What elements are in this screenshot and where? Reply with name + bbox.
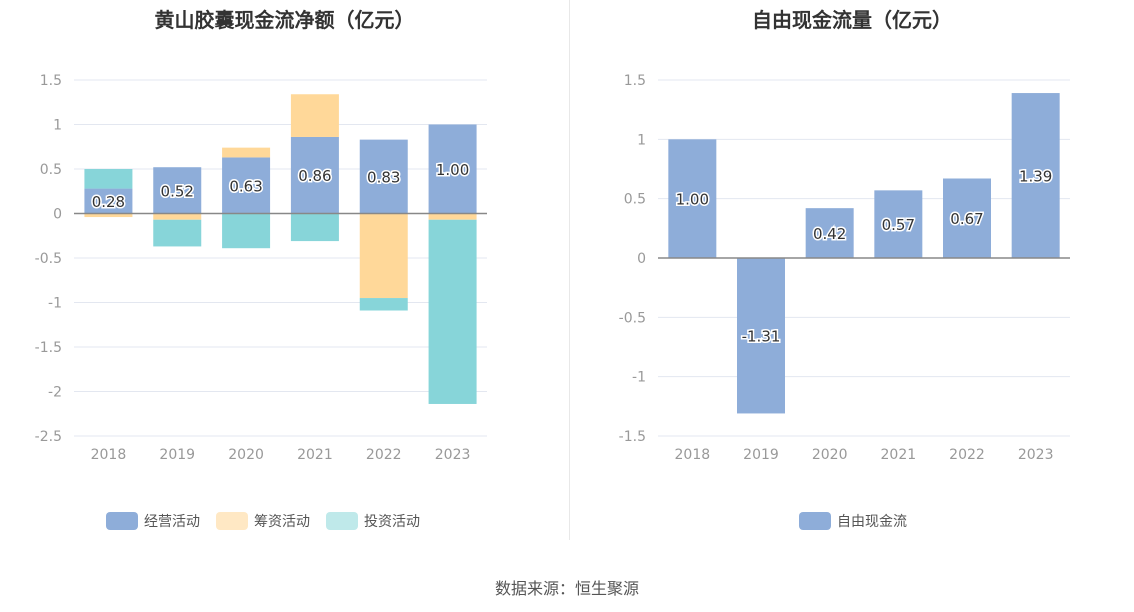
x-tick-label: 2023 [1018,447,1054,463]
y-tick-label: -2.5 [35,429,62,445]
legend-item[interactable]: 投资活动 [326,511,420,531]
x-tick-label: 2018 [675,447,711,463]
y-tick-label: -1 [632,370,646,386]
bar-自由现金流 [805,208,854,258]
legend-swatch [216,512,248,530]
bar-投资活动 [222,213,271,249]
data-label: -1.31 [742,328,781,346]
legend-label: 筹资活动 [254,514,310,530]
y-tick-label: -2 [48,385,62,401]
legend-label: 自由现金流 [837,514,907,530]
y-tick-label: 1.5 [624,73,646,89]
bar-投资活动 [428,219,477,404]
data-label: 1.00 [436,161,469,179]
bar-筹资活动 [222,147,271,158]
divider [569,0,570,540]
data-label: 0.67 [950,210,983,228]
y-tick-label: 1 [637,132,646,148]
bar-筹资活动 [153,213,202,220]
bar-经营活动 [84,188,133,214]
legend-swatch [799,512,831,530]
bar-经营活动 [222,157,271,214]
y-tick-label: 1 [53,118,62,134]
bar-筹资活动 [84,213,133,218]
x-tick-label: 2020 [228,447,264,463]
legend-swatch [106,512,138,530]
y-tick-label: -1 [48,296,62,312]
bar-自由现金流 [737,258,785,414]
bar-筹资活动 [359,213,408,299]
legend-swatch [326,512,358,530]
legend-item[interactable]: 自由现金流 [799,511,907,531]
x-tick-label: 2020 [812,447,848,463]
bar-投资活动 [153,219,202,247]
bar-自由现金流 [874,190,923,258]
left-chart: 1.5 1 0.5 0 -0.5 -1 -1.5 -2 -2.5 2018 2019 2020 2021… [35,73,487,463]
x-tick-label: 2022 [366,447,402,463]
bar-经营活动 [359,139,408,214]
y-tick-label: 0.5 [624,192,646,208]
data-label: 0.42 [813,225,846,243]
x-tick-label: 2022 [949,447,985,463]
data-label: 0.86 [298,167,331,185]
bar-自由现金流 [668,139,717,258]
data-label: 1.00 [676,191,709,209]
data-label: 0.63 [229,177,262,195]
bar-筹资活动 [290,94,339,137]
data-label: 0.52 [161,182,194,200]
bar-投资活动 [359,298,408,311]
right-chart: 1.5 1 0.5 0 -0.5 -1 -1.5 2018 2019 2020 2021 2022 20… [619,73,1070,463]
x-tick-label: 2023 [435,447,471,463]
y-tick-label: -0.5 [619,310,646,326]
x-tick-label: 2019 [159,447,195,463]
bar-经营活动 [290,136,339,214]
data-label: 0.28 [92,193,125,211]
bar-自由现金流 [1011,93,1060,258]
x-tick-label: 2018 [91,447,127,463]
right-chart-title: 自由现金流量（亿元） [752,8,952,32]
x-tick-label: 2019 [743,447,779,463]
left-chart-title: 黄山胶囊现金流净额（亿元） [154,8,415,32]
data-label: 0.57 [882,216,915,234]
bar-经营活动 [153,167,202,214]
y-tick-label: 0 [53,207,62,223]
bar-经营活动 [428,124,477,214]
legend-item[interactable]: 筹资活动 [216,511,310,531]
x-tick-label: 2021 [881,447,917,463]
data-source: 数据来源：恒生聚源 [494,579,639,598]
bar-自由现金流 [943,178,991,258]
data-label: 1.39 [1019,168,1052,186]
y-tick-label: 0.5 [40,162,62,178]
x-tick-label: 2021 [297,447,333,463]
data-label: 0.83 [367,169,400,187]
bar-筹资活动 [428,213,477,220]
left-legend: 经营活动 筹资活动 投资活动 [106,511,420,531]
y-tick-label: 1.5 [40,73,62,89]
legend-label: 经营活动 [144,514,200,530]
bar-投资活动 [84,169,133,189]
legend-item[interactable]: 经营活动 [106,511,200,531]
bar-投资活动 [290,213,339,242]
y-tick-label: -0.5 [35,251,62,267]
y-tick-label: -1.5 [619,429,646,445]
y-tick-label: 0 [637,251,646,267]
legend-label: 投资活动 [364,514,420,530]
y-tick-label: -1.5 [35,340,62,356]
right-legend: 自由现金流 [799,511,907,531]
